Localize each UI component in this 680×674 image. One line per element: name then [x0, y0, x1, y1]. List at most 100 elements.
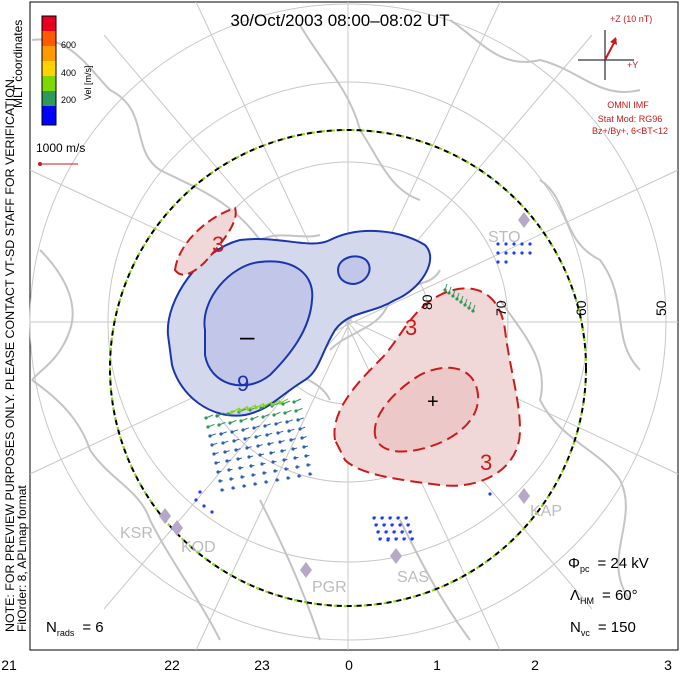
velocity-vector-origin [294, 409, 298, 413]
velocity-vector-origin [206, 425, 210, 429]
velocity-vector-origin [504, 242, 508, 246]
contour-label-neg: 9 [237, 371, 249, 396]
velocity-vector-origin [384, 530, 388, 534]
velocity-vector-origin [443, 288, 447, 292]
velocity-vector-origin [210, 510, 214, 514]
velocity-vector-origin [285, 420, 289, 424]
velocity-vector-origin [198, 490, 202, 494]
velocity-vector-origin [278, 440, 282, 444]
velocity-vector-origin [300, 436, 304, 440]
contour-label-pos-upper-left: 3 [212, 232, 224, 257]
velocity-vector-origin [240, 475, 244, 479]
velocity-vector-origin [272, 413, 276, 417]
positive-cell-small [173, 206, 237, 276]
negative-cell-small-loop [336, 255, 371, 286]
velocity-vector-origin [496, 260, 500, 264]
velocity-vector-origin [488, 492, 492, 496]
colorbar-tick-200: 200 [61, 95, 76, 105]
velocity-vector-origin [280, 449, 284, 453]
velocity-vector-origin [289, 438, 293, 442]
velocity-vector-origin [194, 498, 198, 502]
velocity-vector-origin [286, 476, 290, 480]
latitude-label-80: 80 [419, 294, 435, 310]
station-label-sto: STO [488, 229, 521, 246]
velocity-vector-origin [269, 451, 273, 455]
colorbar-label: Vel [m/s] [83, 65, 93, 100]
velocity-vector-origin [251, 473, 255, 477]
velocity-vector-origin [496, 242, 500, 246]
station-marker-kod [171, 520, 183, 536]
potential-minimum-marker: – [240, 321, 255, 351]
imf-condition: Bz+/By+, 6<BT<12 [592, 126, 668, 136]
velocity-vector-origin [388, 516, 392, 520]
velocity-vector-origin [267, 442, 271, 446]
velocity-vector-origin [292, 400, 296, 404]
fit-order-note: FitOrder: 8, APLmap format [15, 485, 29, 632]
velocity-vector-origin [223, 450, 227, 454]
velocity-vector-origin [214, 461, 218, 465]
colorbar-tick-600: 600 [61, 40, 76, 50]
velocity-vector-origin [250, 417, 254, 421]
velocity-vector-origin [275, 478, 279, 482]
velocity-vector-origin [226, 412, 230, 416]
velocity-vector-origin [400, 530, 404, 534]
velocity-vector-origin [284, 467, 288, 471]
velocity-vector-origin [410, 537, 414, 541]
velocity-vector-origin [376, 530, 380, 534]
velocity-vector-origin [262, 404, 266, 408]
velocity-vector-origin [281, 402, 285, 406]
velocity-vector-origin [372, 516, 376, 520]
station-marker-sas [390, 548, 402, 564]
colorbar-tick-400: 400 [61, 68, 76, 78]
velocity-vector-origin [293, 456, 297, 460]
velocity-vector-origin [261, 415, 265, 419]
velocity-vector-origin [241, 428, 245, 432]
velocity-vector-origin [270, 402, 274, 407]
velocity-vector-origin [230, 430, 234, 434]
velocity-vector-origin [263, 424, 267, 428]
velocity-vector-origin [247, 455, 251, 459]
velocity-vector-origin [398, 523, 402, 527]
coordinate-system-label: MLT coordinates [11, 20, 25, 108]
vector-count: Nvc = 150 [570, 619, 636, 638]
velocity-vector-origin [283, 411, 287, 415]
station-label-ksr: KSR [120, 525, 153, 542]
velocity-vector-origin [254, 435, 258, 439]
velocity-vector-origin [394, 537, 398, 541]
velocity-vector-origin [210, 443, 214, 447]
velocity-vector-origin [380, 516, 384, 520]
station-marker-pgr [300, 562, 312, 578]
imf-panel: +Z (10 nT) +Y OMNI IMF Stat Mod: RG96 Bz… [578, 14, 668, 136]
velocity-vector-origin [254, 405, 258, 410]
latitude-label-50: 50 [653, 300, 669, 316]
velocity-vector-origin [455, 297, 459, 301]
velocity-vector-origin [276, 431, 280, 435]
velocity-vector-origin [202, 504, 206, 508]
radar-stations [159, 212, 530, 578]
velocity-vector-origin [306, 463, 310, 467]
mlt-tick-23: 23 [254, 657, 270, 673]
imf-source: OMNI IMF [607, 100, 649, 110]
station-label-kap: KAP [530, 503, 562, 520]
coordinate-grid [29, 1, 679, 651]
velocity-vector-origin [238, 408, 242, 413]
velocity-vector-origin [295, 465, 299, 469]
velocity-vector-origin [227, 468, 231, 472]
velocity-colorbar: 600 400 200 Vel [m/s] [41, 15, 93, 126]
velocity-vector-origin [496, 251, 500, 255]
velocity-vectors [194, 242, 532, 542]
velocity-vector-origin [249, 464, 253, 468]
velocity-vector-origin [271, 460, 275, 464]
velocity-vector-origin [231, 486, 235, 490]
mlt-axis: 21 22 23 0 1 2 3 [1, 657, 672, 673]
velocity-vector-origin [463, 303, 467, 307]
mlt-tick-21: 21 [1, 657, 17, 673]
velocity-vector-origin [396, 516, 400, 520]
velocity-vector-origin [253, 482, 257, 486]
velocity-vector-origin [265, 433, 269, 437]
contour-label-pos-lower: 3 [480, 450, 492, 475]
heppner-maynard-boundary-green [109, 129, 587, 607]
velocity-vector-origin [386, 538, 390, 542]
velocity-vector-origin [228, 421, 232, 425]
velocity-vector-origin [208, 434, 212, 438]
